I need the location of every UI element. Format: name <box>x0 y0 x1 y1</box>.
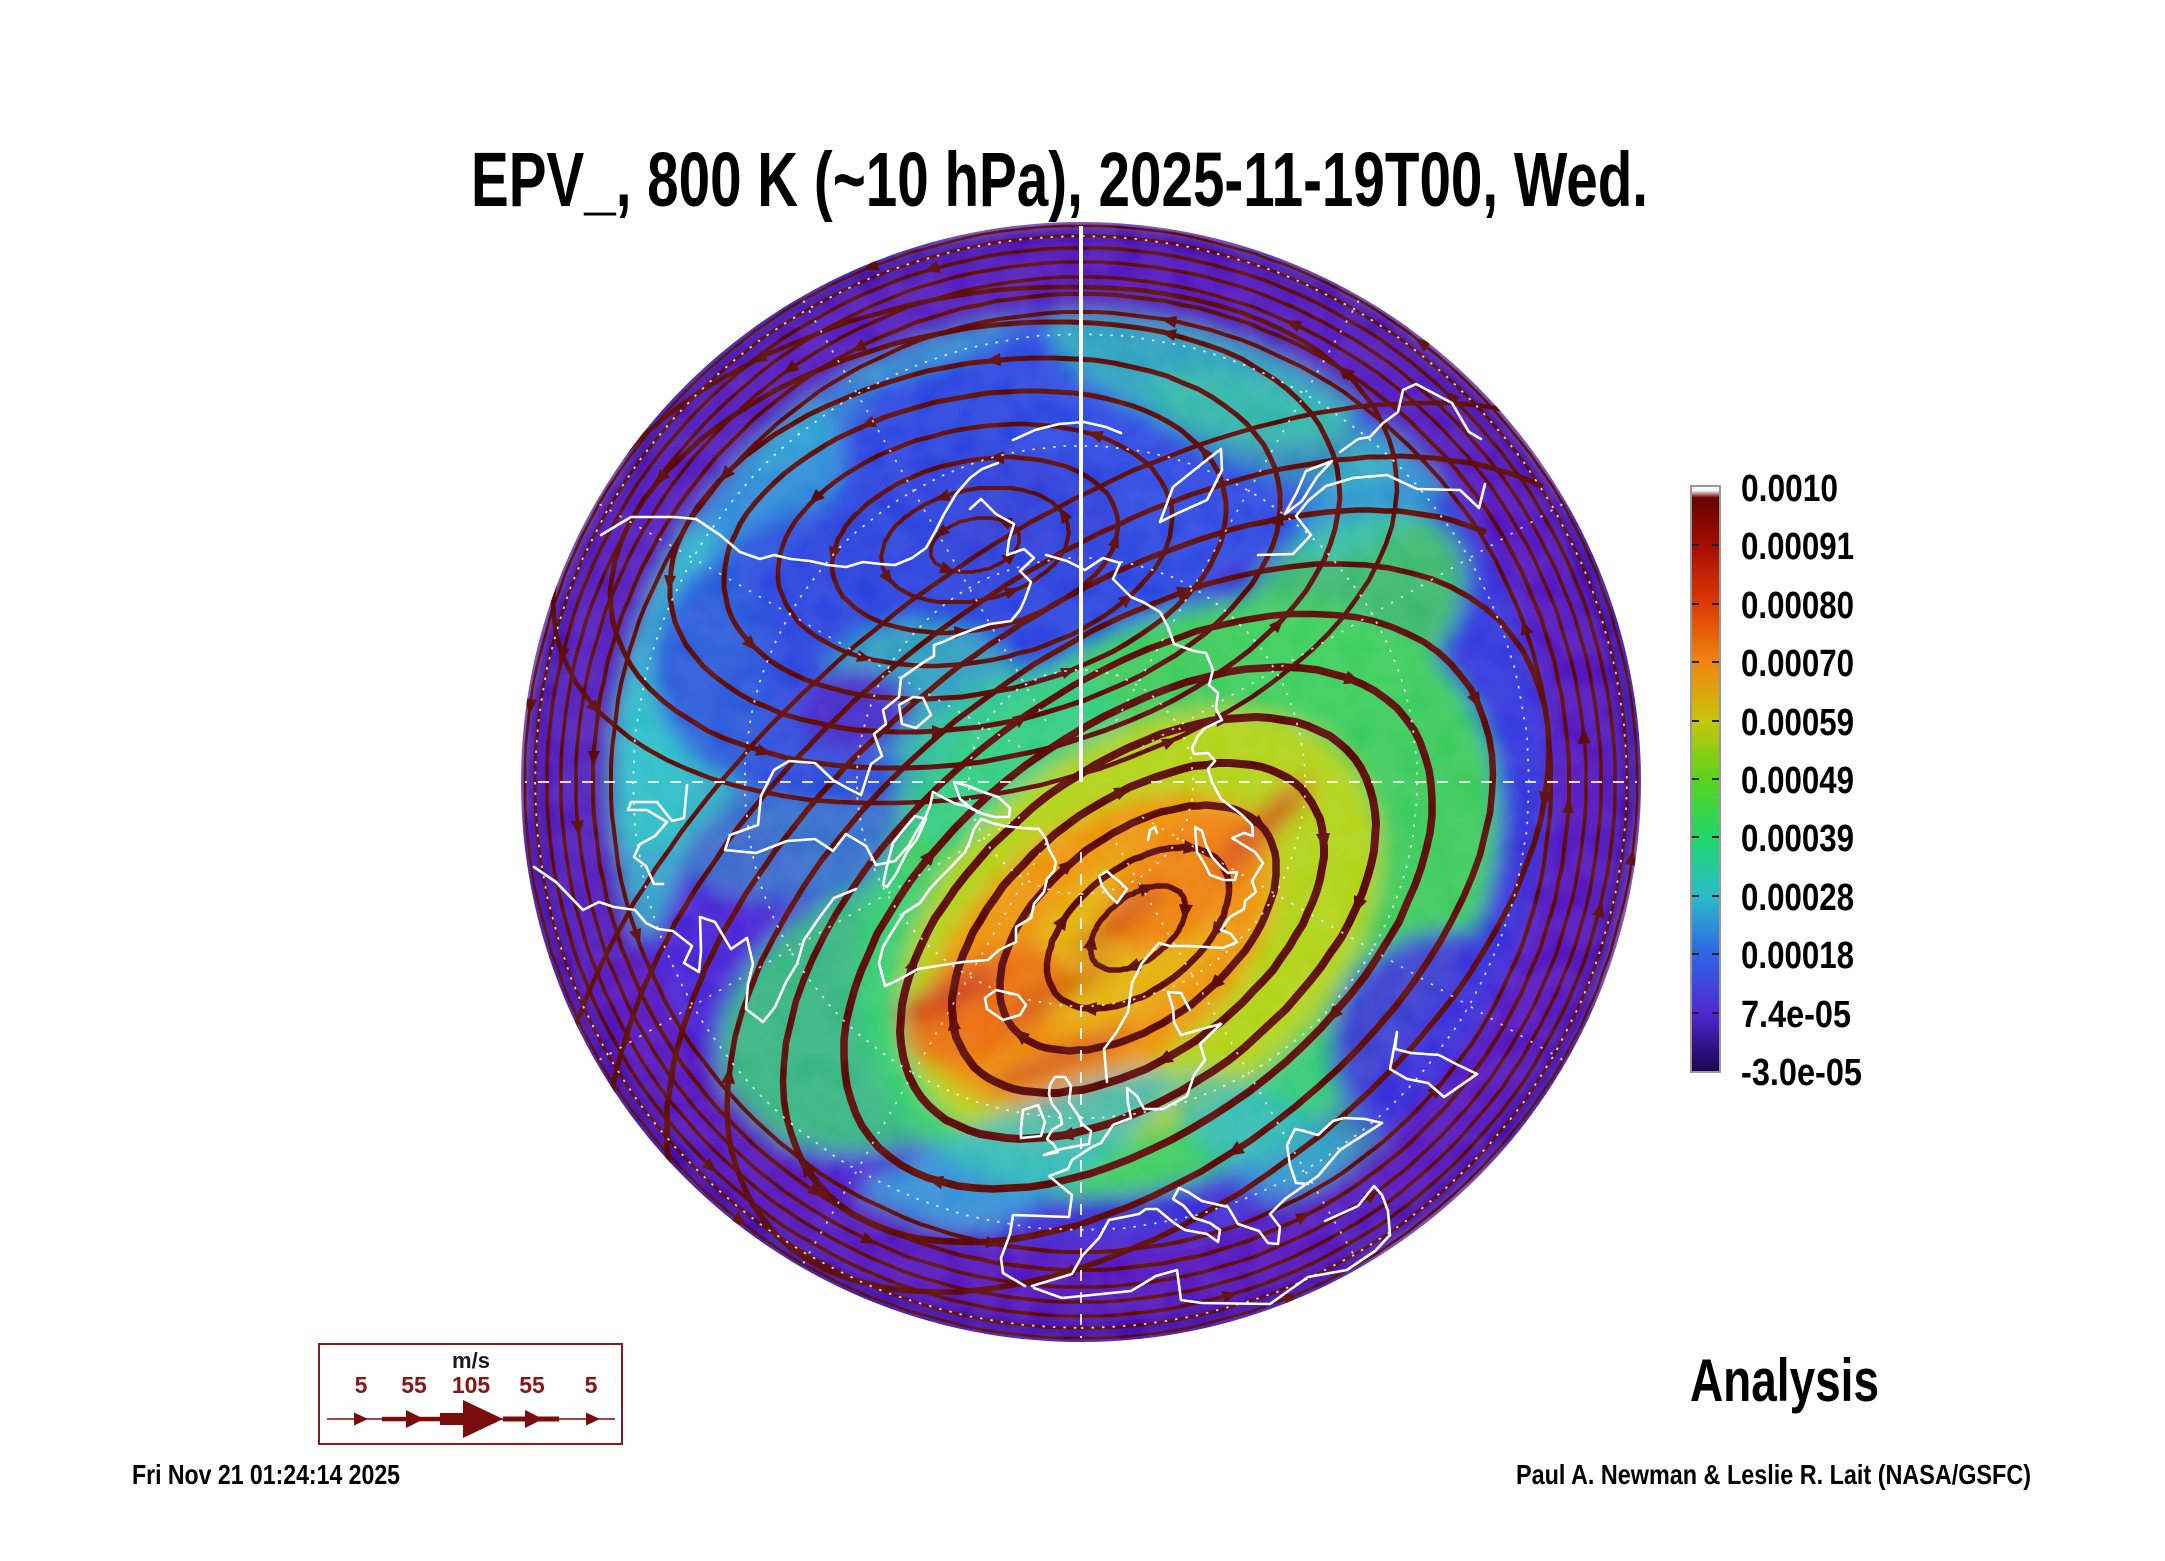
svg-text:0.00049: 0.00049 <box>1741 760 1854 802</box>
svg-text:Fri Nov 21 01:24:14 2025: Fri Nov 21 01:24:14 2025 <box>132 1459 400 1490</box>
svg-text:0.00080: 0.00080 <box>1741 585 1854 627</box>
svg-text:0.00028: 0.00028 <box>1741 877 1854 919</box>
svg-text:0.00059: 0.00059 <box>1741 702 1854 744</box>
svg-text:7.4e-05: 7.4e-05 <box>1741 994 1851 1036</box>
svg-text:55: 55 <box>401 1372 427 1398</box>
svg-text:0.0010: 0.0010 <box>1741 468 1838 510</box>
svg-text:-3.0e-05: -3.0e-05 <box>1741 1052 1862 1094</box>
svg-text:EPV_, 800 K (~10 hPa), 2025-11: EPV_, 800 K (~10 hPa), 2025-11-19T00, We… <box>471 137 1648 223</box>
svg-text:0.00018: 0.00018 <box>1741 935 1854 977</box>
svg-text:Analysis: Analysis <box>1690 1347 1879 1414</box>
svg-text:105: 105 <box>452 1372 491 1398</box>
svg-text:5: 5 <box>355 1372 368 1398</box>
svg-text:m/s: m/s <box>452 1348 490 1373</box>
svg-text:Paul A. Newman & Leslie R. Lai: Paul A. Newman & Leslie R. Lait (NASA/GS… <box>1516 1459 2031 1490</box>
svg-text:5: 5 <box>585 1372 598 1398</box>
svg-text:0.00070: 0.00070 <box>1741 643 1854 685</box>
svg-text:55: 55 <box>519 1372 545 1398</box>
svg-text:0.00091: 0.00091 <box>1741 526 1854 568</box>
svg-text:0.00039: 0.00039 <box>1741 818 1854 860</box>
